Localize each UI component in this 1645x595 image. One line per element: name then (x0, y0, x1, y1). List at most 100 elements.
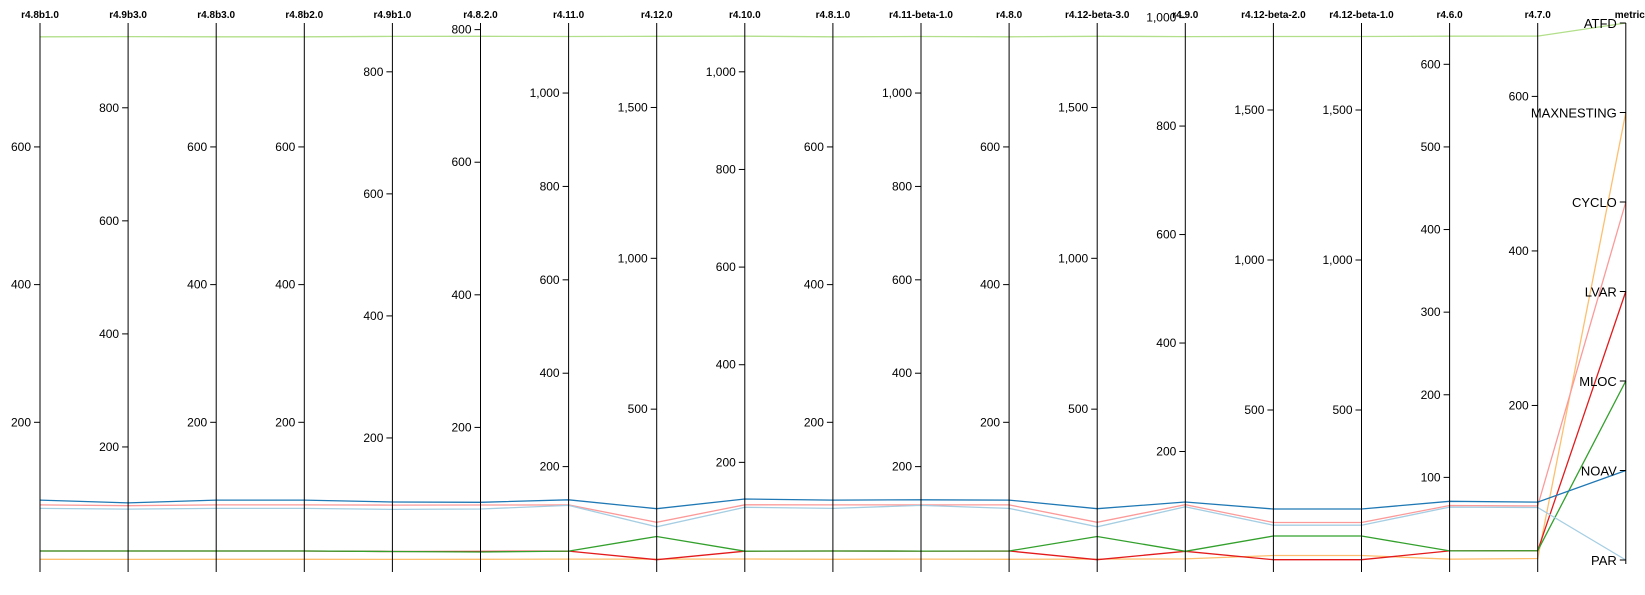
tick-label: 800 (99, 101, 119, 115)
axis-title: r4.12.0 (641, 10, 673, 21)
axis-title: metric (1615, 10, 1645, 21)
tick-label: 600 (716, 260, 736, 274)
tick-label: 200 (980, 415, 1000, 429)
tick-label: 1,000 (1146, 11, 1176, 25)
tick-label: 500 (1421, 140, 1441, 154)
tick-label: 500 (1068, 402, 1088, 416)
axis-r4.7.0: 200 400 600 r4.7.0 (1509, 10, 1551, 572)
axis-r4.12-beta-3.0: 500 1,000 1,500 r4.12-beta-3.0 (1058, 10, 1130, 572)
axis-title: r4.8b1.0 (21, 10, 59, 21)
tick-label: 1,500 (618, 100, 648, 114)
axis-title: r4.8b3.0 (197, 10, 235, 21)
axis-r4.8.0: 200 400 600 r4.8.0 (980, 10, 1023, 572)
tick-label: 1,000 (882, 86, 912, 100)
tick-label: 300 (1421, 305, 1441, 319)
tick-label: 200 (275, 415, 295, 429)
tick-label: 600 (363, 187, 383, 201)
axis-title: r4.8.1.0 (816, 10, 851, 21)
tick-label: 800 (540, 179, 560, 193)
tick-label: 200 (1156, 445, 1176, 459)
axis-r4.10.0: 200 400 600 800 1,000 r4.10.0 (706, 10, 761, 572)
tick-label: 200 (363, 431, 383, 445)
tick-label: 600 (11, 140, 31, 154)
tick-label: 400 (716, 358, 736, 372)
axis-r4.8b2.0: 200 400 600 r4.8b2.0 (275, 10, 324, 572)
tick-label: 600 (804, 140, 824, 154)
category-label: NOAV (1581, 464, 1617, 479)
tick-label: 400 (980, 278, 1000, 292)
tick-label: 1,000 (1234, 253, 1264, 267)
tick-label: 200 (892, 460, 912, 474)
tick-label: 600 (540, 273, 560, 287)
tick-label: 400 (451, 288, 471, 302)
tick-label: 400 (275, 278, 295, 292)
tick-label: 800 (363, 65, 383, 79)
axis-title: r4.11-beta-1.0 (889, 10, 953, 21)
tick-label: 400 (1156, 336, 1176, 350)
tick-label: 600 (275, 140, 295, 154)
tick-label: 400 (363, 309, 383, 323)
axis-r4.12-beta-2.0: 500 1,000 1,500 r4.12-beta-2.0 (1234, 10, 1306, 572)
tick-label: 400 (187, 278, 207, 292)
axis-title: r4.9.0 (1172, 10, 1199, 21)
tick-label: 600 (892, 273, 912, 287)
tick-label: 400 (11, 278, 31, 292)
tick-label: 200 (99, 440, 119, 454)
axis-title: r4.8.2.0 (463, 10, 498, 21)
category-label: ATFD (1584, 16, 1617, 31)
tick-label: 400 (540, 366, 560, 380)
axis-r4.8b3.0: 200 400 600 r4.8b3.0 (187, 10, 236, 572)
tick-label: 200 (187, 415, 207, 429)
axis-title: r4.9b1.0 (373, 10, 411, 21)
tick-label: 1,000 (530, 86, 560, 100)
axis-title: r4.12-beta-2.0 (1241, 10, 1306, 21)
tick-label: 1,000 (618, 251, 648, 265)
tick-label: 200 (11, 415, 31, 429)
category-label: LVAR (1585, 285, 1617, 300)
axis-r4.11.0: 200 400 600 800 1,000 r4.11.0 (530, 10, 585, 572)
axis-r4.8.1.0: 200 400 600 r4.8.1.0 (804, 10, 851, 572)
tick-label: 200 (540, 460, 560, 474)
axis-title: r4.8.0 (996, 10, 1023, 21)
tick-label: 400 (1509, 244, 1529, 258)
axis-r4.11-beta-1.0: 200 400 600 800 1,000 r4.11-beta-1.0 (882, 10, 953, 572)
tick-label: 1,500 (1058, 100, 1088, 114)
tick-label: 200 (1421, 388, 1441, 402)
axis-title: r4.10.0 (729, 10, 761, 21)
axis-r4.12.0: 500 1,000 1,500 r4.12.0 (618, 10, 673, 572)
axis-r4.9b1.0: 200 400 600 800 r4.9b1.0 (363, 10, 412, 572)
tick-label: 800 (716, 162, 736, 176)
tick-label: 400 (99, 327, 119, 341)
axis-title: r4.6.0 (1437, 10, 1464, 21)
tick-label: 600 (1156, 228, 1176, 242)
category-label: PAR (1591, 553, 1617, 568)
category-label: MAXNESTING (1531, 106, 1617, 121)
tick-label: 600 (451, 155, 471, 169)
tick-label: 800 (1156, 119, 1176, 133)
tick-label: 1,500 (1234, 103, 1264, 117)
axis-r4.8.2.0: 200 400 600 800 r4.8.2.0 (451, 10, 498, 572)
axis-title: r4.8b2.0 (285, 10, 323, 21)
tick-label: 600 (980, 140, 1000, 154)
tick-label: 400 (1421, 223, 1441, 237)
category-label: MLOC (1579, 374, 1617, 389)
tick-label: 600 (1421, 57, 1441, 71)
axis-title: r4.12-beta-3.0 (1065, 10, 1130, 21)
tick-label: 100 (1421, 470, 1441, 484)
tick-label: 500 (1332, 403, 1352, 417)
tick-label: 200 (716, 455, 736, 469)
tick-label: 800 (451, 23, 471, 37)
axis-metric: ATFD MAXNESTING CYCLO LVAR MLOC NOAV PAR metric (1531, 10, 1645, 568)
axis-r4.12-beta-1.0: 500 1,000 1,500 r4.12-beta-1.0 (1322, 10, 1394, 572)
tick-label: 200 (804, 415, 824, 429)
axis-r4.9b3.0: 200 400 600 800 r4.9b3.0 (99, 10, 147, 572)
tick-label: 500 (628, 402, 648, 416)
tick-label: 200 (451, 420, 471, 434)
axis-r4.6.0: 100 200 300 400 500 600 r4.6.0 (1421, 10, 1464, 572)
category-label: CYCLO (1572, 195, 1617, 210)
axis-title: r4.11.0 (553, 10, 585, 21)
axis-title: r4.12-beta-1.0 (1329, 10, 1394, 21)
tick-label: 400 (892, 366, 912, 380)
